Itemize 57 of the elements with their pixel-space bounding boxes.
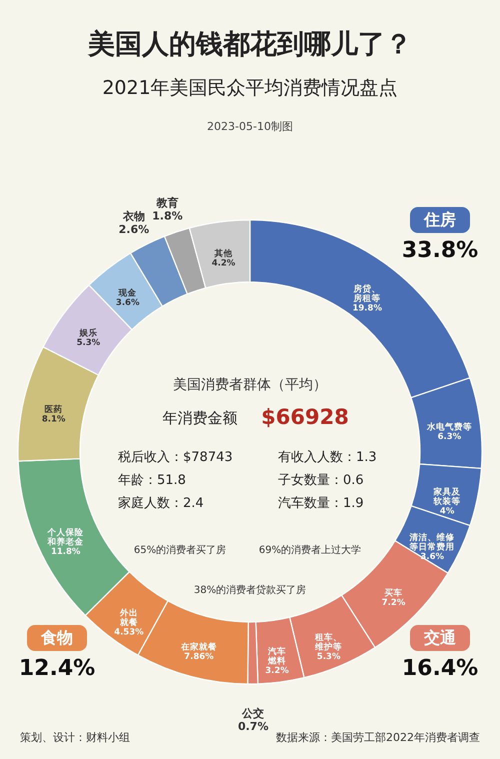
text: 33.8%: [402, 238, 478, 263]
text: 年龄：51.8: [118, 473, 186, 488]
slice-label: 衣物: [122, 210, 145, 224]
slice-label: 个人保险和养老金: [46, 527, 85, 548]
text: 汽车数量：1.9: [278, 496, 364, 511]
data-label: 3.2%: [265, 666, 290, 676]
text: 2023-05-10制图: [207, 120, 293, 133]
text: 69%的消费者上过大学: [258, 544, 362, 556]
text: 交通: [423, 628, 457, 647]
text: 税后收入：$78743: [118, 450, 233, 465]
text: 策划、设计：财料小组: [20, 731, 130, 744]
slice-label: 现金: [118, 287, 138, 298]
slice-label: 娱乐: [78, 327, 98, 338]
text: 住房: [423, 210, 456, 229]
data-label: 3.6%: [420, 552, 444, 562]
text: 年消费金额: [162, 409, 238, 427]
slice-label: 医药: [44, 404, 63, 416]
source-note: 数据来源：美国劳工部2022年消费者调查: [276, 731, 480, 744]
data-label: 0.7%: [238, 720, 268, 733]
data-label: 19.8%: [352, 304, 382, 314]
text: 家庭人数：2.4: [118, 495, 204, 511]
chart-subtitle: 2021年美国民众平均消费情况盘点: [102, 77, 398, 99]
slice-label: 其他: [214, 248, 234, 259]
data-label: 4.2%: [212, 258, 236, 268]
slice-label: 汽车燃料: [267, 646, 286, 667]
slice-label: 水电气费等: [426, 422, 472, 432]
data-label: 1.8%: [152, 209, 183, 222]
data-label: 3.6%: [116, 298, 140, 308]
data-label: 8.1%: [42, 414, 66, 425]
data-label: 4%: [440, 506, 455, 516]
slice-label: 外出就餐: [118, 607, 138, 628]
slice-label: 公交: [241, 706, 264, 720]
data-label: 7.2%: [382, 598, 406, 608]
slice-label: 清洁、维修等日常费用: [408, 532, 456, 552]
text: 12.4%: [18, 656, 96, 681]
slice-label: 租车、维护等: [314, 632, 342, 652]
data-label: 2.6%: [118, 223, 150, 236]
slice-label: 在家就餐: [180, 641, 217, 652]
data-label: 5.3%: [316, 652, 341, 662]
text: 65%的消费者买了房: [134, 544, 226, 556]
text: 38%的消费者贷款买了房: [194, 584, 306, 596]
slice-label: 教育: [155, 196, 178, 210]
data-label: 5.3%: [76, 338, 101, 348]
text: $66928: [261, 405, 349, 429]
slice-label: 买车: [384, 588, 403, 599]
text: 有收入人数：1.3: [278, 450, 377, 465]
data-label: 4.53%: [114, 627, 144, 638]
text: 美国消费者群体（平均）: [173, 377, 327, 393]
data-label: 7.86%: [184, 652, 214, 662]
slice-label: 家具及软装等: [432, 486, 462, 507]
data-label: 6.3%: [438, 432, 462, 442]
text: 16.4%: [402, 656, 478, 681]
text: 子女数量：0.6: [278, 473, 364, 488]
slice-label: 房贷、房租等: [352, 284, 381, 304]
data-label: 11.8%: [50, 547, 81, 558]
text: 食物: [40, 628, 73, 647]
chart-title: 美国人的钱都花到哪儿了？: [87, 29, 412, 60]
